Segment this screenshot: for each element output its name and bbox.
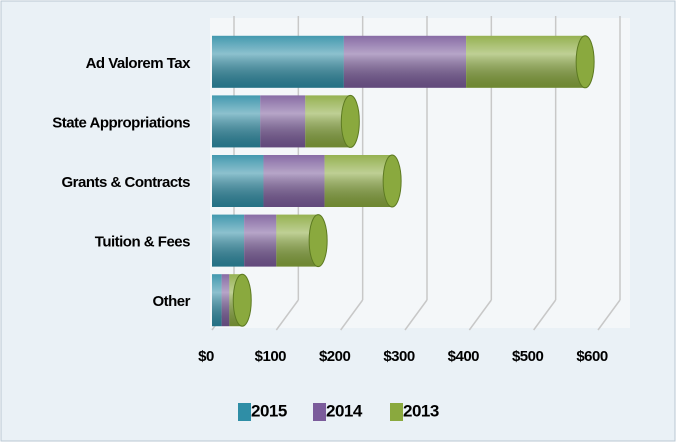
legend-swatch [390,403,403,421]
legend-swatch [238,403,251,421]
bar-shine [212,35,344,88]
bar-shine [244,214,277,267]
bar-shine [212,155,264,207]
x-tick-label: $200 [319,348,351,365]
bar-cap [382,154,402,208]
grid-line [404,299,428,331]
bar-shine [212,95,261,148]
bar-shine [324,155,393,207]
x-tick-label: $100 [255,348,287,365]
x-tick-label: $0 [198,348,214,365]
grid-line [468,299,492,331]
bar-shine [212,274,222,327]
bar-cap [340,94,360,148]
bar-cap [232,273,252,327]
grid-line [597,299,621,331]
x-tick-label: $600 [576,348,608,365]
grid-line [340,299,364,331]
x-tick-label: $300 [383,348,415,365]
bar-shine [263,155,325,207]
legend-label: 2013 [403,401,439,420]
grid-line [533,299,557,331]
grid-line [275,299,299,331]
x-tick-label: $500 [512,348,544,365]
y-tick-label: Grants & Contracts [61,174,190,191]
y-tick-label: Other [152,293,190,310]
y-tick-label: Tuition & Fees [95,234,190,251]
bar-shine [260,95,306,148]
bar-cap [575,35,595,89]
legend-label: 2015 [251,401,287,420]
legend-label: 2014 [326,401,363,420]
bar-shine [221,274,230,327]
bar-shine [343,35,467,88]
legend-swatch [313,403,326,421]
bar-cap [308,214,328,268]
y-tick-label: State Appropriations [52,114,190,131]
x-tick-label: $400 [448,348,480,365]
y-tick-label: Ad Valorem Tax [86,55,192,72]
bar-shine [212,214,245,267]
bar-shine [466,35,586,88]
